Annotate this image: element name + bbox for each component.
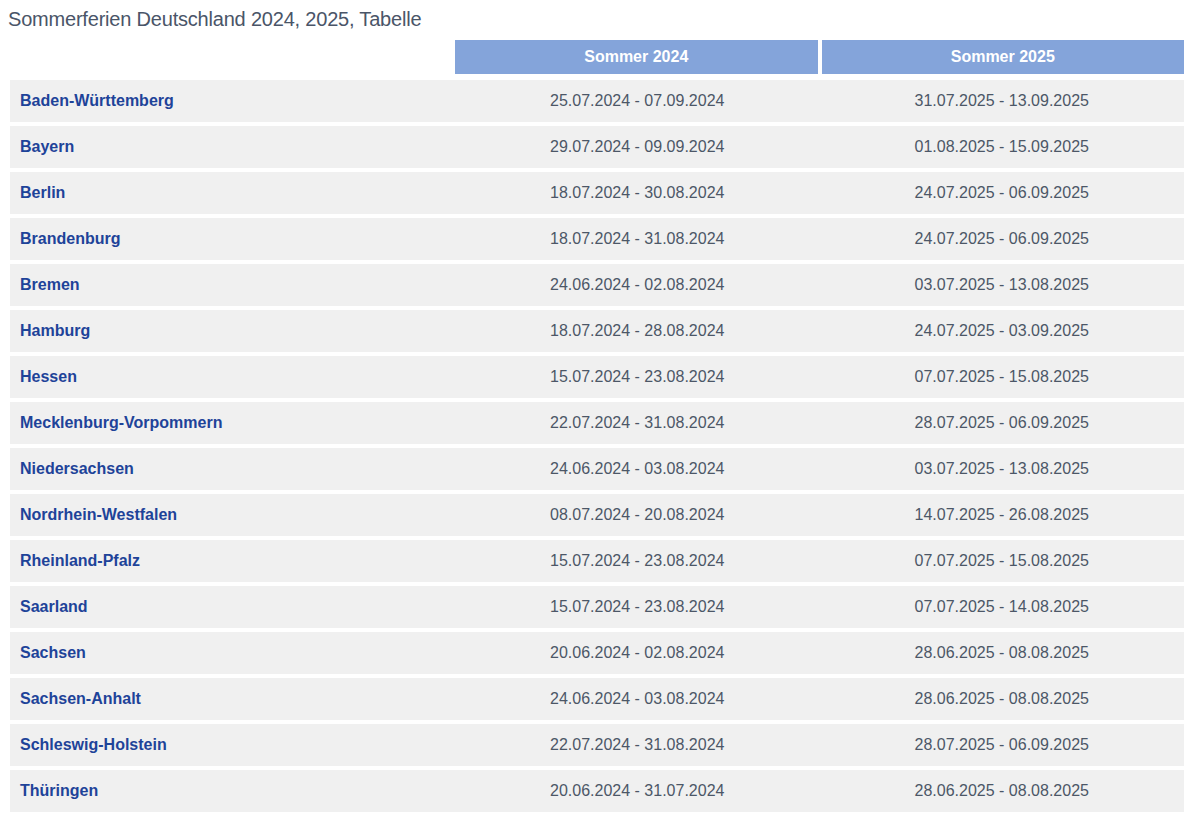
cell-sommer-2025: 07.07.2025 - 14.08.2025	[820, 598, 1185, 616]
state-cell: Mecklenburg-Vorpommern	[10, 414, 455, 432]
cell-sommer-2024: 24.06.2024 - 03.08.2024	[455, 690, 820, 708]
state-cell: Rheinland-Pfalz	[10, 552, 455, 570]
page: Sommerferien Deutschland 2024, 2025, Tab…	[0, 0, 1200, 816]
cell-sommer-2025: 24.07.2025 - 03.09.2025	[820, 322, 1185, 340]
table-row: Rheinland-Pfalz 15.07.2024 - 23.08.2024 …	[10, 540, 1184, 582]
cell-sommer-2025: 28.06.2025 - 08.08.2025	[820, 690, 1185, 708]
header-cell-sommer-2024: Sommer 2024	[455, 40, 818, 74]
table-row: Sachsen 20.06.2024 - 02.08.2024 28.06.20…	[10, 632, 1184, 674]
cell-sommer-2025: 03.07.2025 - 13.08.2025	[820, 276, 1185, 294]
state-link[interactable]: Sachsen	[20, 644, 86, 661]
state-cell: Brandenburg	[10, 230, 455, 248]
state-cell: Berlin	[10, 184, 455, 202]
page-title: Sommerferien Deutschland 2024, 2025, Tab…	[0, 0, 1200, 32]
cell-sommer-2025: 31.07.2025 - 13.09.2025	[820, 92, 1185, 110]
state-cell: Hamburg	[10, 322, 455, 340]
table-row: Niedersachsen 24.06.2024 - 03.08.2024 03…	[10, 448, 1184, 490]
cell-sommer-2024: 25.07.2024 - 07.09.2024	[455, 92, 820, 110]
table-row: Baden-Württemberg 25.07.2024 - 07.09.202…	[10, 80, 1184, 122]
state-link[interactable]: Thüringen	[20, 782, 98, 799]
state-cell: Bayern	[10, 138, 455, 156]
cell-sommer-2024: 15.07.2024 - 23.08.2024	[455, 368, 820, 386]
cell-sommer-2024: 08.07.2024 - 20.08.2024	[455, 506, 820, 524]
cell-sommer-2024: 29.07.2024 - 09.09.2024	[455, 138, 820, 156]
state-link[interactable]: Schleswig-Holstein	[20, 736, 167, 753]
cell-sommer-2024: 18.07.2024 - 28.08.2024	[455, 322, 820, 340]
state-cell: Sachsen	[10, 644, 455, 662]
cell-sommer-2025: 03.07.2025 - 13.08.2025	[820, 460, 1185, 478]
state-link[interactable]: Mecklenburg-Vorpommern	[20, 414, 222, 431]
table-row: Mecklenburg-Vorpommern 22.07.2024 - 31.0…	[10, 402, 1184, 444]
table-row: Brandenburg 18.07.2024 - 31.08.2024 24.0…	[10, 218, 1184, 260]
state-cell: Baden-Württemberg	[10, 92, 455, 110]
state-cell: Thüringen	[10, 782, 455, 800]
table-row: Hessen 15.07.2024 - 23.08.2024 07.07.202…	[10, 356, 1184, 398]
state-cell: Hessen	[10, 368, 455, 386]
table-row: Bremen 24.06.2024 - 02.08.2024 03.07.202…	[10, 264, 1184, 306]
cell-sommer-2024: 15.07.2024 - 23.08.2024	[455, 598, 820, 616]
cell-sommer-2024: 15.07.2024 - 23.08.2024	[455, 552, 820, 570]
state-link[interactable]: Hamburg	[20, 322, 90, 339]
holiday-table: Sommer 2024 Sommer 2025 Baden-Württember…	[10, 40, 1184, 812]
state-link[interactable]: Nordrhein-Westfalen	[20, 506, 177, 523]
cell-sommer-2024: 20.06.2024 - 31.07.2024	[455, 782, 820, 800]
state-link[interactable]: Niedersachsen	[20, 460, 134, 477]
cell-sommer-2025: 07.07.2025 - 15.08.2025	[820, 368, 1185, 386]
cell-sommer-2025: 28.07.2025 - 06.09.2025	[820, 736, 1185, 754]
cell-sommer-2024: 22.07.2024 - 31.08.2024	[455, 736, 820, 754]
state-link[interactable]: Bremen	[20, 276, 80, 293]
table-row: Thüringen 20.06.2024 - 31.07.2024 28.06.…	[10, 770, 1184, 812]
state-cell: Niedersachsen	[10, 460, 455, 478]
table-row: Saarland 15.07.2024 - 23.08.2024 07.07.2…	[10, 586, 1184, 628]
state-link[interactable]: Brandenburg	[20, 230, 120, 247]
table-header-row: Sommer 2024 Sommer 2025	[455, 40, 1184, 74]
state-cell: Bremen	[10, 276, 455, 294]
table-row: Nordrhein-Westfalen 08.07.2024 - 20.08.2…	[10, 494, 1184, 536]
cell-sommer-2025: 28.06.2025 - 08.08.2025	[820, 782, 1185, 800]
cell-sommer-2024: 22.07.2024 - 31.08.2024	[455, 414, 820, 432]
cell-sommer-2024: 20.06.2024 - 02.08.2024	[455, 644, 820, 662]
cell-sommer-2025: 24.07.2025 - 06.09.2025	[820, 230, 1185, 248]
state-cell: Schleswig-Holstein	[10, 736, 455, 754]
cell-sommer-2025: 14.07.2025 - 26.08.2025	[820, 506, 1185, 524]
cell-sommer-2025: 07.07.2025 - 15.08.2025	[820, 552, 1185, 570]
cell-sommer-2025: 28.07.2025 - 06.09.2025	[820, 414, 1185, 432]
table-body: Baden-Württemberg 25.07.2024 - 07.09.202…	[10, 80, 1184, 812]
cell-sommer-2025: 28.06.2025 - 08.08.2025	[820, 644, 1185, 662]
cell-sommer-2025: 24.07.2025 - 06.09.2025	[820, 184, 1185, 202]
table-row: Hamburg 18.07.2024 - 28.08.2024 24.07.20…	[10, 310, 1184, 352]
state-link[interactable]: Saarland	[20, 598, 88, 615]
cell-sommer-2025: 01.08.2025 - 15.09.2025	[820, 138, 1185, 156]
state-link[interactable]: Berlin	[20, 184, 65, 201]
state-cell: Sachsen-Anhalt	[10, 690, 455, 708]
state-cell: Saarland	[10, 598, 455, 616]
state-link[interactable]: Rheinland-Pfalz	[20, 552, 140, 569]
cell-sommer-2024: 18.07.2024 - 31.08.2024	[455, 230, 820, 248]
table-row: Berlin 18.07.2024 - 30.08.2024 24.07.202…	[10, 172, 1184, 214]
header-cell-sommer-2025: Sommer 2025	[822, 40, 1185, 74]
state-cell: Nordrhein-Westfalen	[10, 506, 455, 524]
cell-sommer-2024: 18.07.2024 - 30.08.2024	[455, 184, 820, 202]
state-link[interactable]: Sachsen-Anhalt	[20, 690, 141, 707]
table-row: Bayern 29.07.2024 - 09.09.2024 01.08.202…	[10, 126, 1184, 168]
state-link[interactable]: Hessen	[20, 368, 77, 385]
table-row: Sachsen-Anhalt 24.06.2024 - 03.08.2024 2…	[10, 678, 1184, 720]
cell-sommer-2024: 24.06.2024 - 03.08.2024	[455, 460, 820, 478]
state-link[interactable]: Baden-Württemberg	[20, 92, 174, 109]
cell-sommer-2024: 24.06.2024 - 02.08.2024	[455, 276, 820, 294]
state-link[interactable]: Bayern	[20, 138, 74, 155]
table-row: Schleswig-Holstein 22.07.2024 - 31.08.20…	[10, 724, 1184, 766]
